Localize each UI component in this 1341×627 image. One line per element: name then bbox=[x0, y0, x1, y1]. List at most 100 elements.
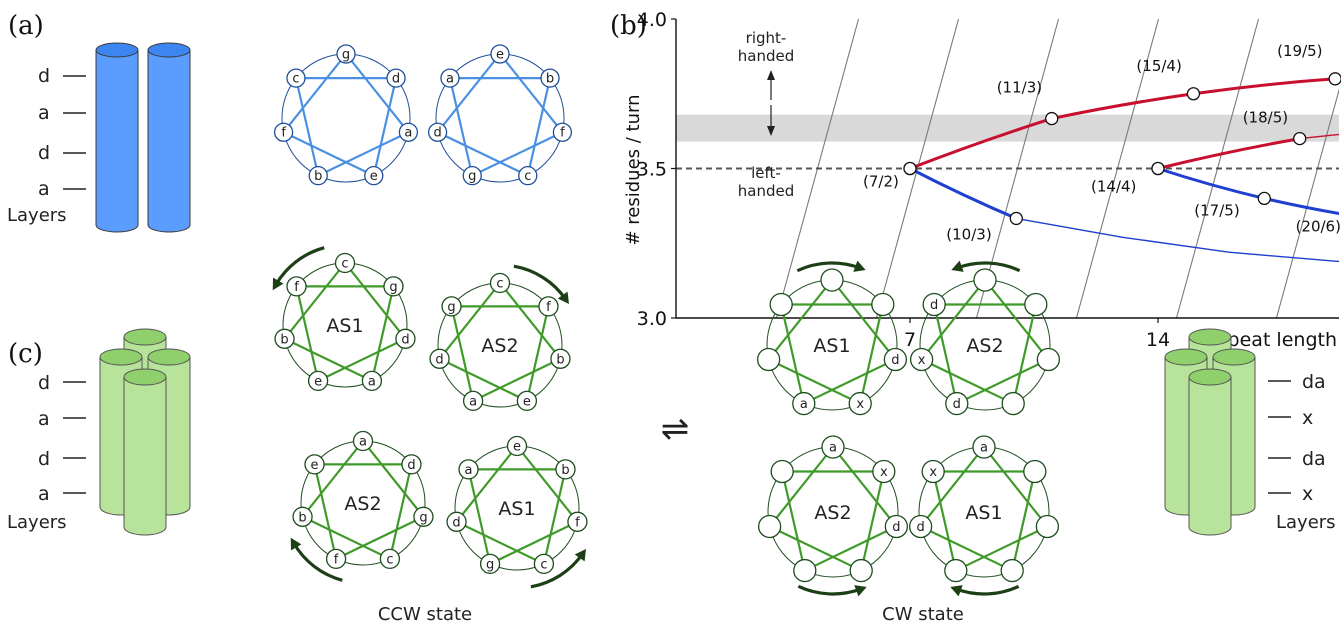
residue-letter: d bbox=[953, 397, 961, 412]
panel-c-helical-wheels: c g d a e b f AS1 c f b e a d g AS2 a d g c f b e AS2 e b f c g d a AS1… bbox=[272, 246, 1061, 597]
residue-node bbox=[567, 511, 588, 532]
residue-node bbox=[395, 328, 416, 349]
left-handed-label: left-handed bbox=[738, 164, 794, 200]
residue-letter: x bbox=[929, 465, 937, 480]
wheel-link bbox=[499, 282, 562, 360]
panel-a-layer-labels: d a d a Layers bbox=[7, 65, 86, 226]
residue-node bbox=[413, 506, 434, 527]
wheel-name: AS1 bbox=[326, 315, 363, 337]
residue-letter: x bbox=[918, 353, 926, 368]
residue-node bbox=[922, 292, 946, 317]
residue-node bbox=[274, 328, 295, 349]
residue-node bbox=[292, 506, 313, 527]
panel-c-left-layer-labels: d a d a Layers bbox=[7, 372, 86, 533]
residue-letter: f bbox=[575, 515, 580, 530]
wheel-link bbox=[467, 469, 492, 565]
residue-letter: a bbox=[800, 397, 808, 412]
helix-cylinder-top bbox=[147, 42, 191, 58]
residue-letter: a bbox=[469, 394, 477, 409]
wheel-link bbox=[984, 279, 1050, 361]
residue-node bbox=[1023, 459, 1047, 484]
layer-label: da bbox=[1302, 371, 1326, 393]
residue-letter: d bbox=[891, 353, 899, 368]
layer-label: a bbox=[38, 178, 50, 200]
layer-label: d bbox=[38, 142, 50, 164]
residue-node bbox=[489, 272, 511, 294]
residue-letter: b bbox=[298, 510, 306, 525]
residue-letter: c bbox=[540, 557, 547, 572]
wheel-link bbox=[294, 77, 320, 176]
helix-cylinder-top bbox=[123, 328, 167, 346]
data-label: (10/3) bbox=[946, 225, 991, 243]
wheel-link bbox=[372, 77, 398, 176]
y-tick-label: 4.0 bbox=[637, 9, 667, 31]
wheel-link bbox=[344, 262, 407, 340]
residue-node bbox=[793, 558, 817, 583]
wheel-name: AS1 bbox=[813, 335, 850, 357]
residue-letter: e bbox=[523, 394, 531, 409]
helix-cylinder-top bbox=[123, 368, 167, 386]
y-tick-label: 3.5 bbox=[637, 159, 667, 181]
wheel-link bbox=[436, 53, 501, 133]
residue-node bbox=[871, 292, 895, 317]
layer-label: d bbox=[38, 372, 50, 394]
layer-label: d bbox=[38, 448, 50, 470]
panel-label-c: (c) bbox=[8, 339, 43, 369]
residue-node bbox=[849, 558, 873, 583]
residue-letter: f bbox=[281, 126, 286, 141]
layers-title: Layers bbox=[7, 205, 67, 226]
wheel-name: AS1 bbox=[498, 498, 535, 520]
right-handed-label: right-handed bbox=[738, 29, 794, 65]
rotation-arrow bbox=[797, 584, 862, 596]
residue-letter: d bbox=[892, 520, 900, 535]
helix-cylinder-top bbox=[147, 348, 191, 366]
residue-node bbox=[757, 514, 782, 539]
wheel-link bbox=[301, 440, 364, 518]
x-tick-label: 7 bbox=[904, 329, 916, 351]
data-point bbox=[1186, 87, 1201, 101]
residue-letter: f bbox=[560, 126, 565, 141]
residue-node bbox=[401, 454, 422, 475]
residue-letter: d bbox=[407, 458, 415, 473]
helical-wheel: a x d AS2 bbox=[757, 435, 909, 583]
residue-letter: d bbox=[392, 72, 400, 87]
wheel-link bbox=[831, 279, 897, 361]
wheel-link bbox=[313, 464, 338, 560]
layers-title: Layers bbox=[1276, 512, 1336, 533]
data-label: (19/5) bbox=[1277, 42, 1322, 60]
wheel-link bbox=[921, 358, 1014, 405]
helix-cylinder bbox=[147, 49, 191, 233]
wheel-link bbox=[516, 445, 579, 523]
residue-node bbox=[884, 514, 909, 539]
wheel-link bbox=[489, 520, 578, 565]
data-label: (11/3) bbox=[997, 79, 1042, 97]
residue-node bbox=[458, 459, 479, 480]
data-point bbox=[1328, 72, 1341, 86]
residue-node bbox=[1035, 514, 1060, 539]
residue-letter: d bbox=[433, 126, 441, 141]
residue-letter: d bbox=[452, 515, 460, 530]
helix-cylinder-top bbox=[1188, 368, 1232, 386]
residue-node bbox=[909, 347, 934, 372]
residue-node bbox=[872, 459, 896, 484]
residue-node bbox=[769, 292, 793, 317]
panel-b-chart: # residues / turn (7/2) (11/3) (15/4) (19/5… bbox=[623, 9, 1341, 351]
layer-label: a bbox=[38, 102, 50, 124]
panel-c-left-bundle bbox=[99, 328, 191, 536]
wheel-name: AS1 bbox=[965, 502, 1002, 524]
residue-node bbox=[462, 166, 482, 186]
residue-node bbox=[490, 44, 510, 64]
wheel-link bbox=[932, 471, 957, 571]
residue-letter: d bbox=[930, 298, 938, 313]
series-line bbox=[1157, 167, 1339, 215]
series-continuation bbox=[1016, 217, 1339, 263]
residue-node bbox=[540, 68, 560, 88]
wheel-link bbox=[919, 446, 985, 528]
rotation-arrow bbox=[796, 261, 861, 273]
helical-wheel: e b f c g d a bbox=[427, 44, 573, 186]
wheel-link bbox=[499, 53, 564, 133]
residue-node bbox=[756, 347, 781, 372]
residue-node bbox=[307, 370, 329, 392]
wheel-link bbox=[455, 445, 518, 523]
